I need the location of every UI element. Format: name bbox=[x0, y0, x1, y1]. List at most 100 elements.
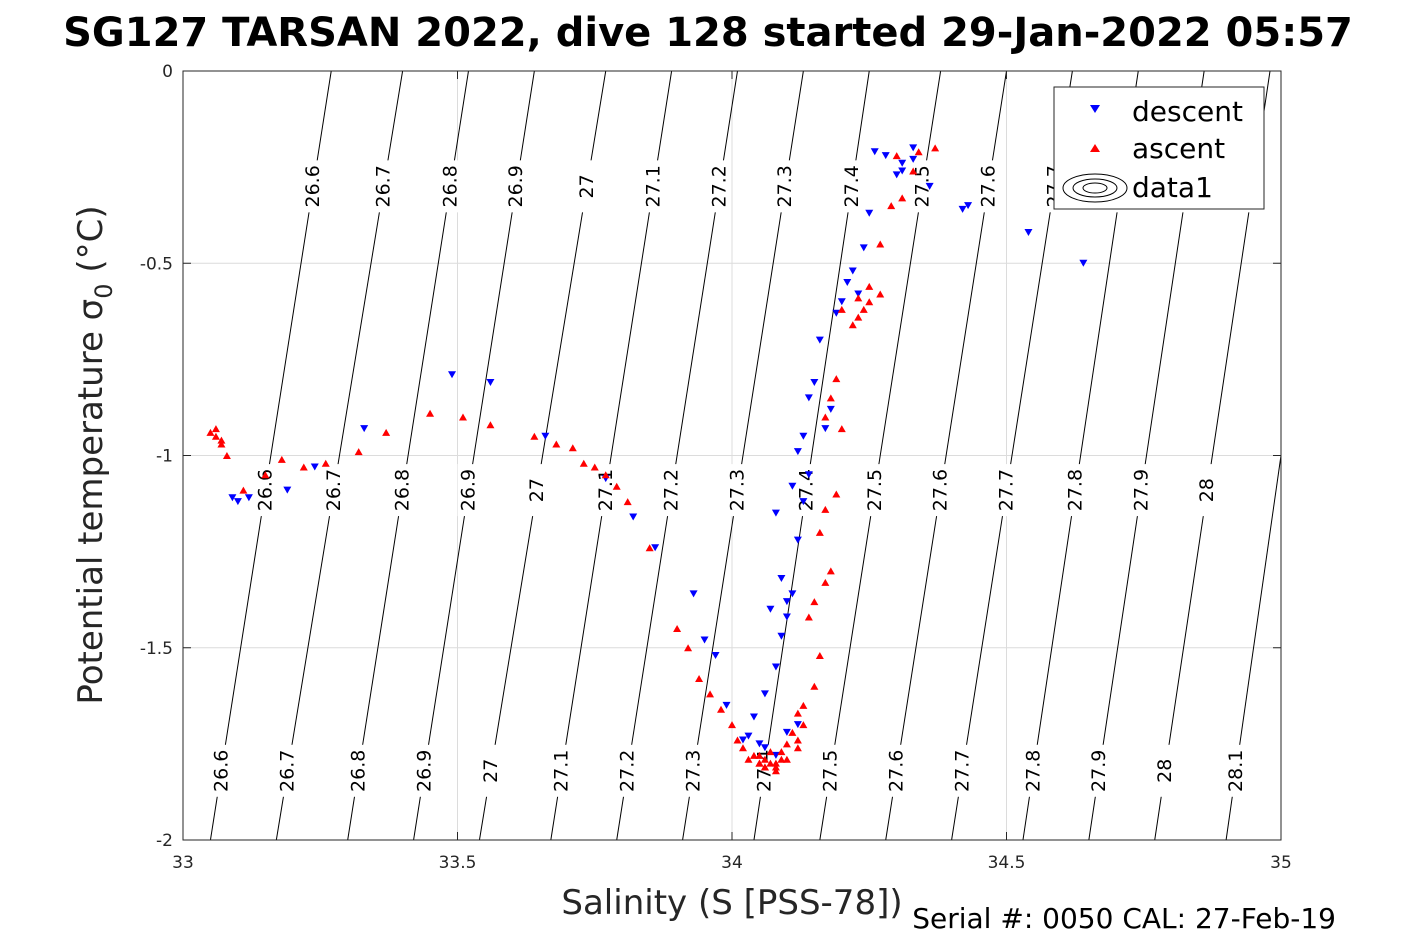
legend-entry-ascent: ascent bbox=[1090, 132, 1225, 165]
ascent-point-27 bbox=[810, 682, 819, 690]
ascent-point-69 bbox=[222, 452, 231, 459]
ascent-point-10 bbox=[854, 313, 863, 321]
isopycnal-label-bg-9-2 bbox=[819, 744, 842, 797]
isopycnal-label-bg-13-2 bbox=[1088, 744, 1111, 797]
ascent-point-6 bbox=[876, 240, 885, 248]
isopycnal-label-bg-6-2 bbox=[616, 744, 639, 797]
ascent-point-43 bbox=[733, 736, 742, 744]
descent-point-22 bbox=[826, 405, 835, 413]
y-tick-label-0: 0 bbox=[162, 62, 173, 82]
ascent-point-5 bbox=[887, 202, 896, 210]
y-axis: 0 -0.5 -1 -1.5 -2 bbox=[140, 62, 1281, 851]
isopycnal-label-7-0: 27.3 bbox=[774, 165, 796, 207]
ascent-point-66 bbox=[277, 455, 286, 463]
isopycnal-label-bg-15-2 bbox=[1224, 744, 1247, 797]
ascent-point-75 bbox=[755, 751, 764, 759]
isopycnal-9: 27.5 27.5 27.5 bbox=[819, 70, 942, 841]
descent-point-5 bbox=[964, 202, 973, 210]
isopycnal-4: 27 27 27 bbox=[478, 70, 607, 841]
ascent-point-9 bbox=[859, 305, 868, 313]
descent-point-11 bbox=[1079, 259, 1088, 267]
ascent-point-16 bbox=[826, 394, 835, 402]
isopycnal-label-bg-7-1 bbox=[726, 464, 749, 517]
isopycnal-label-bg-2-0 bbox=[439, 160, 462, 213]
x-tick-label-4: 35 bbox=[1270, 853, 1292, 873]
isopycnal-label-2-2: 26.8 bbox=[348, 750, 370, 792]
isopycnal-label-4-1: 27 bbox=[526, 478, 548, 502]
ascent-point-80 bbox=[766, 748, 775, 756]
series-descent bbox=[228, 144, 1088, 759]
x-axis: 33 33.5 34 34.5 35 bbox=[172, 71, 1292, 873]
ascent-point-83 bbox=[755, 759, 764, 767]
isopycnal-label-1-1: 26.7 bbox=[323, 469, 345, 511]
descent-point-34 bbox=[788, 590, 797, 598]
isopycnal-label-10-1: 27.6 bbox=[930, 469, 952, 511]
ascent-point-42 bbox=[738, 744, 747, 752]
descent-point-42 bbox=[711, 651, 720, 659]
ascent-point-1 bbox=[931, 144, 940, 152]
ascent-point-36 bbox=[782, 755, 791, 763]
isopycnal-label-3-0: 26.9 bbox=[505, 165, 527, 207]
descent-point-35 bbox=[782, 613, 791, 621]
isopycnal-label-12-1: 27.8 bbox=[1064, 469, 1086, 511]
descent-point-26 bbox=[804, 471, 813, 479]
isopycnal-label-bg-1-0 bbox=[372, 160, 395, 213]
isopycnal-label-2-1: 26.8 bbox=[392, 469, 414, 511]
ascent-point-0 bbox=[914, 148, 923, 156]
descent-point-38 bbox=[760, 690, 769, 698]
isopycnal-label-bg-6-1 bbox=[660, 464, 683, 517]
legend-data1-label: data1 bbox=[1132, 171, 1213, 204]
descent-point-49 bbox=[486, 378, 495, 386]
ascent-point-56 bbox=[568, 444, 577, 452]
x-tick-label-1: 33.5 bbox=[439, 853, 477, 873]
ascent-point-67 bbox=[261, 471, 270, 479]
isopycnal-label-bg-5-0 bbox=[642, 160, 665, 213]
isopycnal-0: 26.6 26.6 26.6 bbox=[209, 70, 332, 841]
descent-point-3 bbox=[909, 144, 918, 152]
y-axis-label: Potential temperature σ0 (°C) bbox=[71, 205, 118, 704]
isopycnal-label-8-0: 27.4 bbox=[841, 165, 863, 207]
ascent-point-25 bbox=[804, 613, 813, 621]
ascent-point-12 bbox=[865, 282, 874, 290]
isopycnal-label-8-1: 27.4 bbox=[795, 469, 817, 511]
ascent-point-61 bbox=[426, 409, 435, 417]
isopycnal-label-0-1: 26.6 bbox=[254, 469, 276, 511]
ascent-point-37 bbox=[771, 759, 780, 767]
ascent-point-77 bbox=[766, 759, 775, 767]
isopycnal-label-bg-4-2 bbox=[479, 744, 502, 797]
descent-point-18 bbox=[832, 309, 841, 317]
isopycnal-label-7-2: 27.3 bbox=[682, 750, 704, 792]
y-tick-label-3: -1.5 bbox=[140, 639, 173, 659]
y-tick-label-4: -2 bbox=[156, 831, 173, 851]
descent-point-43 bbox=[700, 636, 709, 644]
isopycnal-label-bg-10-1 bbox=[929, 464, 952, 517]
descent-point-39 bbox=[749, 713, 758, 721]
descent-point-7 bbox=[892, 171, 901, 179]
descent-point-31 bbox=[777, 575, 786, 583]
isopycnal-6: 27.2 27.2 27.2 bbox=[616, 70, 738, 841]
isopycnal-label-bg-6-0 bbox=[708, 160, 731, 213]
ascent-point-78 bbox=[771, 763, 780, 771]
ascent-point-74 bbox=[217, 436, 226, 444]
y-axis-label-main: Potential temperature σ bbox=[71, 299, 111, 705]
x-tick-label-0: 33 bbox=[172, 853, 194, 873]
x-tick-label-3: 34.5 bbox=[988, 853, 1026, 873]
isopycnal-label-6-2: 27.2 bbox=[617, 750, 639, 792]
isopycnal-label-1-2: 26.7 bbox=[277, 750, 299, 792]
descent-point-12 bbox=[865, 209, 874, 217]
ascent-point-28 bbox=[799, 701, 808, 709]
isopycnal-2: 26.8 26.8 26.8 bbox=[347, 70, 469, 841]
descent-point-40 bbox=[738, 736, 747, 744]
ascent-point-13 bbox=[854, 294, 863, 302]
ascent-point-8 bbox=[876, 290, 885, 298]
ascent-point-47 bbox=[695, 675, 704, 683]
descent-point-30 bbox=[793, 536, 802, 544]
descent-point-51 bbox=[360, 425, 369, 433]
isopycnal-label-bg-12-1 bbox=[1064, 464, 1087, 517]
isopycnal-label-bg-0-2 bbox=[210, 744, 233, 797]
ascent-point-22 bbox=[826, 567, 835, 575]
isopycnal-label-bg-1-1 bbox=[322, 464, 345, 517]
isopycnal-label-4-2: 27 bbox=[480, 759, 502, 783]
ascent-point-55 bbox=[579, 459, 588, 467]
